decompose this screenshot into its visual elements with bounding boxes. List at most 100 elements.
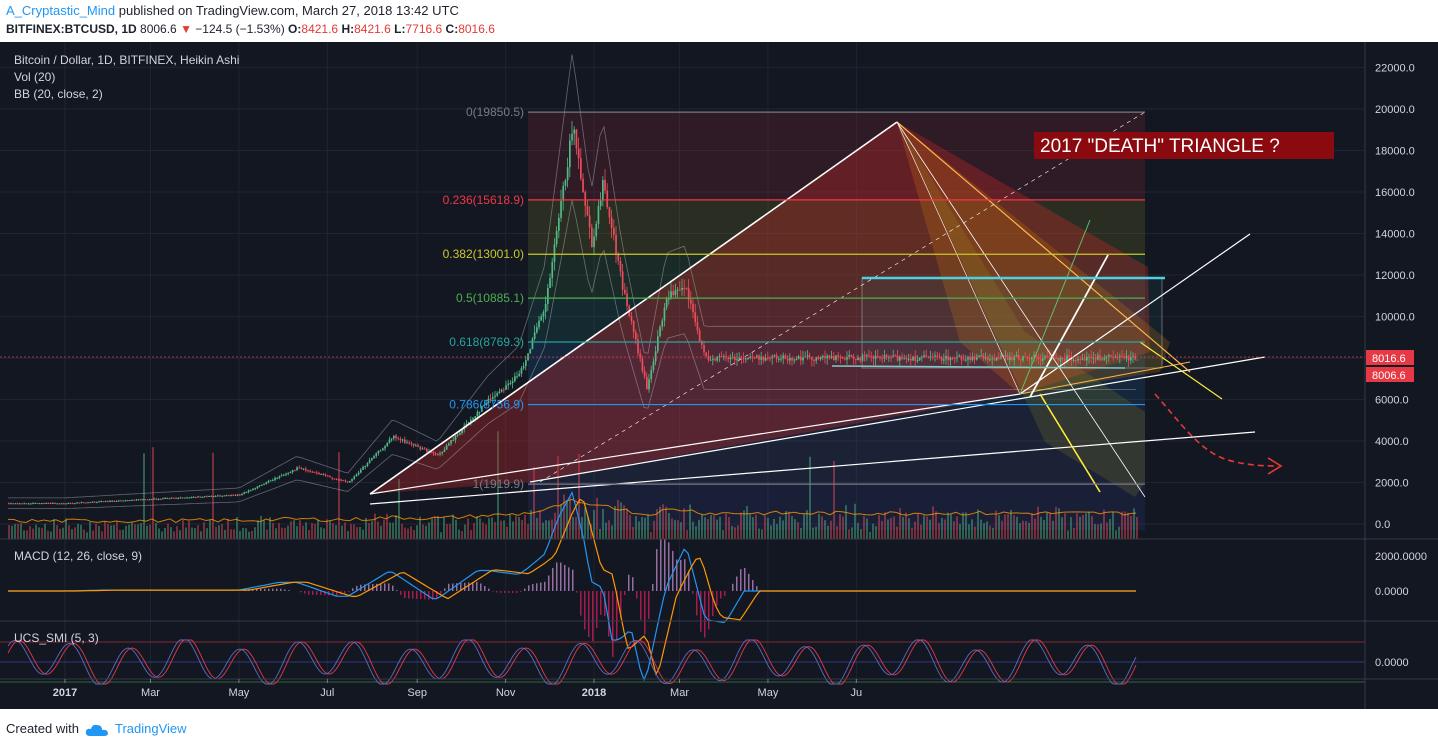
- volume-bar: [761, 529, 763, 539]
- candle-body: [1077, 358, 1079, 361]
- candle-body: [399, 438, 402, 440]
- volume-bar: [560, 504, 562, 539]
- candle-body: [929, 356, 932, 358]
- tradingview-cloud-icon: [85, 724, 108, 736]
- candle-body: [223, 495, 226, 497]
- volume-bar: [239, 530, 241, 539]
- candle-body: [648, 379, 650, 390]
- macd-hist: [380, 583, 382, 591]
- candle-body: [135, 499, 138, 501]
- candle-body: [1125, 355, 1128, 358]
- volume-bar: [836, 526, 838, 539]
- candle-body: [764, 357, 767, 361]
- volume-bar: [218, 525, 220, 539]
- macd-hist: [504, 591, 506, 593]
- candle-body: [243, 492, 246, 495]
- volume-bar: [1001, 520, 1003, 539]
- candle-body: [184, 497, 186, 499]
- volume-bar: [407, 528, 409, 539]
- volume-bar: [545, 520, 547, 539]
- candle-body: [1064, 358, 1066, 361]
- volume-bar: [383, 519, 385, 539]
- candle-body: [604, 179, 606, 191]
- candle-body: [685, 288, 688, 290]
- candle-body: [478, 411, 481, 413]
- volume-bar: [920, 524, 922, 539]
- candle-body: [118, 500, 120, 502]
- price-tags: 8016.6 8006.6: [1366, 350, 1414, 382]
- candle-body: [852, 356, 855, 359]
- volume-bar: [248, 531, 250, 539]
- candle-body: [547, 288, 549, 304]
- candle-body: [551, 261, 554, 279]
- tradingview-link[interactable]: TradingView: [114, 721, 187, 736]
- volume-bar: [473, 523, 475, 539]
- macd-hist: [324, 591, 326, 596]
- candle-body: [232, 494, 235, 496]
- macd-hist: [488, 588, 490, 591]
- candle-body: [415, 445, 417, 447]
- volume-bar: [167, 523, 169, 539]
- volume-bar: [785, 511, 787, 539]
- candle-body: [729, 357, 732, 360]
- candle-body: [208, 496, 210, 498]
- candle-body: [175, 497, 177, 499]
- volume-bar: [497, 431, 499, 539]
- volume-bar: [11, 525, 13, 539]
- volume-bar: [245, 528, 247, 539]
- volume-bar: [344, 522, 346, 539]
- volume-bar: [866, 518, 868, 539]
- candle-body: [241, 494, 243, 496]
- candle-body: [670, 291, 672, 299]
- macd-hist: [304, 591, 306, 594]
- macd-hist: [384, 583, 386, 591]
- volume-bar: [275, 528, 277, 539]
- volume-bar: [947, 512, 949, 539]
- candle-body: [639, 353, 642, 359]
- candle-body: [745, 358, 747, 360]
- volume-bar: [1040, 516, 1042, 539]
- candle-body: [786, 358, 789, 361]
- candle-body: [236, 494, 239, 496]
- author-link[interactable]: A_Cryptastic_Mind: [6, 3, 116, 18]
- macd-hist: [692, 591, 694, 594]
- price-tick-label: 6000.0: [1375, 395, 1409, 407]
- volume-bar: [908, 518, 910, 539]
- legend-smi: UCS_SMI (5, 3): [14, 631, 99, 645]
- volume-bar: [1076, 513, 1078, 539]
- volume-bar: [728, 516, 730, 539]
- legend-title: Bitcoin / Dollar, 1D, BITFINEX, Heikin A…: [14, 53, 239, 67]
- time-tick-label: 2017: [53, 687, 77, 699]
- volume-bar: [938, 523, 940, 539]
- candle-body: [960, 355, 963, 360]
- volume-bar: [764, 515, 766, 539]
- macd-hist: [352, 588, 354, 591]
- volume-bar: [236, 517, 238, 539]
- volume-bar: [776, 524, 778, 539]
- volume-bar: [173, 531, 175, 539]
- candle-body: [958, 355, 961, 357]
- volume-bar: [1061, 517, 1063, 539]
- macd-hist: [368, 584, 370, 591]
- forecast-arrow: [1154, 393, 1279, 467]
- volume-bar: [425, 525, 427, 539]
- volume-bar: [875, 526, 877, 539]
- volume-bar: [353, 524, 355, 539]
- volume-bar: [95, 523, 97, 539]
- volume-bar: [1127, 512, 1129, 539]
- candle-body: [1006, 355, 1009, 361]
- macd-hist: [712, 591, 714, 617]
- candle-body: [736, 359, 738, 361]
- candle-body: [377, 450, 380, 454]
- volume-bar: [122, 529, 124, 539]
- candle-body: [327, 475, 329, 477]
- volume-bar: [227, 518, 229, 539]
- candle-body: [1022, 356, 1024, 361]
- callout-text: 2017 "DEATH" TRIANGLE ?: [1040, 136, 1280, 157]
- candle-body: [96, 502, 98, 504]
- volume-bar: [524, 514, 526, 539]
- chart-canvas[interactable]: 0(19850.5)0.236(15618.9)0.382(13001.0)0.…: [0, 42, 1438, 709]
- candle-body: [289, 472, 292, 474]
- candle-body: [470, 419, 472, 423]
- candle-body: [536, 327, 538, 333]
